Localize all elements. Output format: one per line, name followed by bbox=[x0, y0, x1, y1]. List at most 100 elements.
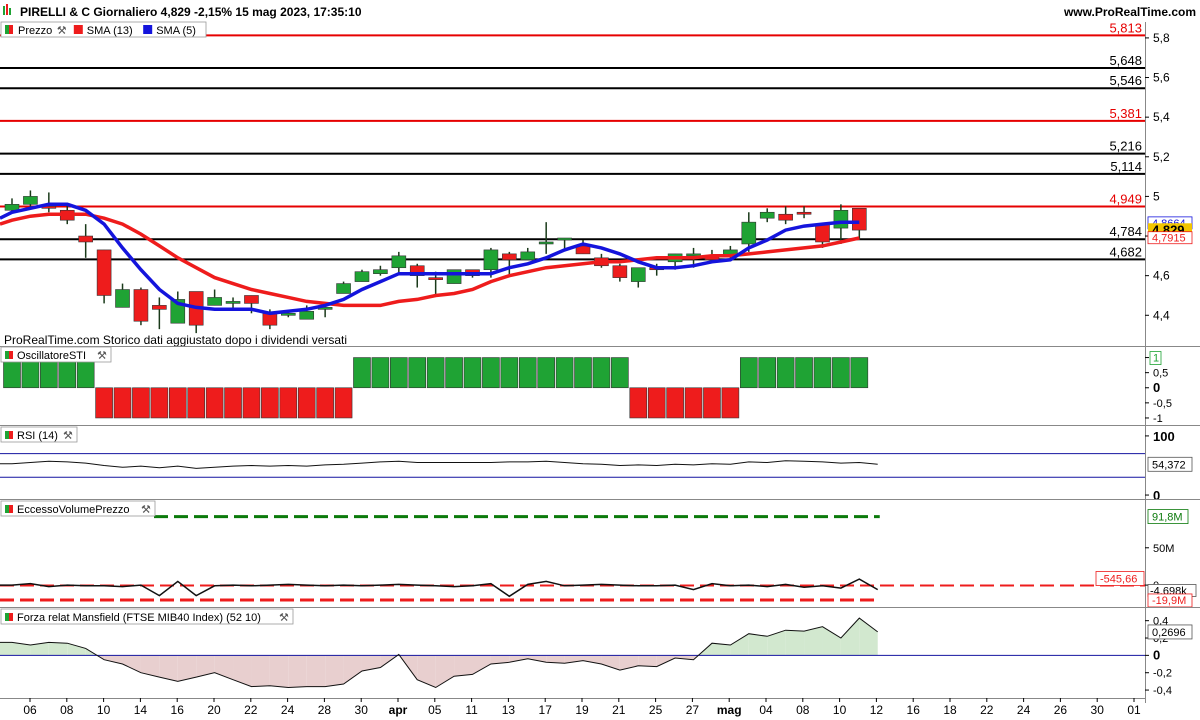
rsi-line bbox=[0, 460, 878, 469]
sti-bar[interactable] bbox=[574, 357, 592, 389]
sti-bar[interactable] bbox=[813, 357, 832, 389]
candle-body[interactable] bbox=[207, 297, 222, 306]
level-label: 5,114 bbox=[1110, 159, 1142, 174]
mansfield-area bbox=[509, 655, 528, 663]
candle-body[interactable] bbox=[391, 255, 407, 269]
sti-bar[interactable] bbox=[537, 357, 555, 389]
candle-body[interactable] bbox=[23, 196, 38, 205]
candle-body[interactable] bbox=[336, 283, 351, 294]
sti-bar[interactable] bbox=[205, 387, 224, 419]
rsi-panel[interactable]: 100 0 54,372 RSI (14) ⚒ bbox=[0, 426, 1193, 503]
sti-bar[interactable] bbox=[242, 387, 261, 419]
sti-bar[interactable] bbox=[776, 357, 795, 389]
sti-bar[interactable] bbox=[224, 387, 242, 419]
mansfield-area bbox=[67, 643, 86, 656]
candle-body[interactable] bbox=[630, 267, 646, 282]
sti-bar[interactable] bbox=[334, 387, 353, 419]
candle-body[interactable] bbox=[4, 204, 20, 211]
wrench-icon[interactable]: ⚒ bbox=[279, 612, 289, 624]
candle-body[interactable] bbox=[280, 312, 296, 316]
sti-bar[interactable] bbox=[555, 357, 574, 389]
sti-bar[interactable] bbox=[408, 357, 427, 389]
sti-bar[interactable] bbox=[297, 387, 316, 419]
x-tick-label: 22 bbox=[980, 703, 994, 717]
sti-bar[interactable] bbox=[390, 357, 408, 389]
sti-bar[interactable] bbox=[500, 357, 519, 389]
sti-bar[interactable] bbox=[739, 357, 758, 389]
x-tick-label: 11 bbox=[465, 703, 478, 717]
candle-body[interactable] bbox=[778, 213, 793, 221]
sti-oscillator-panel[interactable]: 1 0,50 -0,5 -1 OscillatoreSTI ⚒ bbox=[0, 346, 1172, 425]
candle-body[interactable] bbox=[686, 253, 701, 257]
candle-body[interactable] bbox=[483, 249, 499, 271]
candle-body[interactable] bbox=[815, 223, 830, 243]
sti-bar[interactable] bbox=[371, 357, 390, 389]
candle-body[interactable] bbox=[152, 305, 167, 310]
candle-body[interactable] bbox=[575, 245, 591, 255]
sti-bar[interactable] bbox=[279, 387, 298, 419]
sti-bar[interactable] bbox=[95, 387, 113, 419]
sti-bar[interactable] bbox=[316, 387, 334, 419]
sti-bar[interactable] bbox=[611, 357, 629, 389]
candle-body[interactable] bbox=[833, 209, 849, 229]
wrench-icon[interactable]: ⚒ bbox=[63, 430, 73, 442]
sti-bar[interactable] bbox=[629, 387, 648, 419]
sti-bar[interactable] bbox=[113, 387, 132, 419]
sti-bar[interactable] bbox=[850, 357, 869, 389]
sti-bar[interactable] bbox=[647, 387, 666, 419]
sti-bar[interactable] bbox=[150, 387, 169, 419]
sti-bar[interactable] bbox=[132, 387, 150, 419]
candle-body[interactable] bbox=[373, 269, 388, 274]
sti-bar[interactable] bbox=[666, 387, 684, 419]
legend-box bbox=[0, 21, 207, 38]
sti-bar[interactable] bbox=[721, 387, 740, 419]
price-panel[interactable]: 5,813 5,648 5,546 5,381 5,216 5,114 4,949 4,784… bbox=[0, 20, 1193, 347]
sti-bar[interactable] bbox=[482, 357, 500, 389]
candle-body[interactable] bbox=[96, 249, 112, 296]
sti-bar[interactable] bbox=[832, 357, 850, 389]
legend-color-swatch bbox=[73, 25, 83, 34]
candle-body[interactable] bbox=[409, 265, 425, 276]
wrench-icon[interactable]: ⚒ bbox=[97, 350, 107, 362]
site-link[interactable]: www.ProRealTime.com bbox=[1063, 5, 1196, 19]
candle-body[interactable] bbox=[520, 251, 536, 261]
candle-body[interactable] bbox=[428, 277, 443, 280]
candle-body[interactable] bbox=[446, 269, 462, 284]
sti-bar[interactable] bbox=[703, 387, 721, 419]
candle-body[interactable] bbox=[225, 301, 241, 304]
sti-bar[interactable] bbox=[684, 387, 703, 419]
x-tick-label: 17 bbox=[539, 703, 553, 717]
sti-bar[interactable] bbox=[261, 387, 279, 419]
candle-body[interactable] bbox=[852, 207, 867, 231]
sti-bar[interactable] bbox=[187, 387, 205, 419]
candle-body[interactable] bbox=[741, 221, 757, 245]
sti-bar[interactable] bbox=[518, 357, 537, 389]
candle-body[interactable] bbox=[78, 235, 93, 243]
sti-bar[interactable] bbox=[795, 357, 813, 389]
candle-body[interactable] bbox=[244, 295, 259, 304]
candle-body[interactable] bbox=[612, 265, 628, 278]
candle-body[interactable] bbox=[115, 289, 130, 308]
sti-bar[interactable] bbox=[353, 357, 371, 389]
candle-body[interactable] bbox=[354, 271, 370, 282]
mansfield-area bbox=[546, 655, 565, 664]
candle-body[interactable] bbox=[557, 237, 572, 241]
wrench-icon[interactable]: ⚒ bbox=[57, 25, 67, 37]
candle-body[interactable] bbox=[133, 289, 149, 322]
wrench-icon[interactable]: ⚒ bbox=[141, 504, 151, 516]
sti-bar[interactable] bbox=[592, 357, 611, 389]
sti-bar[interactable] bbox=[758, 357, 777, 389]
sti-bar[interactable] bbox=[426, 357, 445, 389]
candle-body[interactable] bbox=[759, 211, 775, 219]
candle-body[interactable] bbox=[299, 311, 315, 320]
candle-body[interactable] bbox=[502, 253, 517, 261]
sti-bar[interactable] bbox=[463, 357, 482, 389]
sti-bar[interactable] bbox=[168, 387, 187, 419]
candle-body[interactable] bbox=[796, 211, 812, 215]
candle-body[interactable] bbox=[262, 312, 278, 326]
volume-excess-panel[interactable]: 50M091,8M-545,66-4,698k-19,9MEccessoVolu… bbox=[0, 500, 1197, 608]
sti-bar[interactable] bbox=[445, 357, 463, 389]
candle-body[interactable] bbox=[538, 241, 554, 245]
